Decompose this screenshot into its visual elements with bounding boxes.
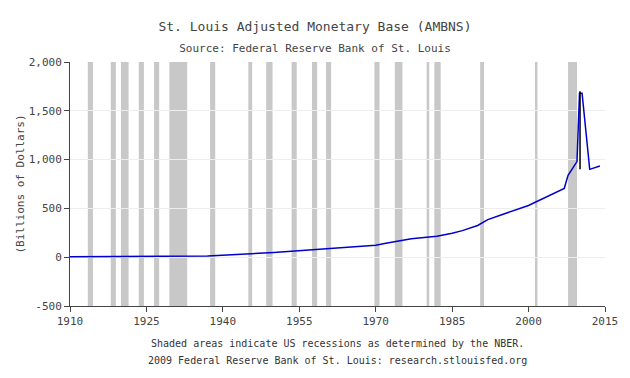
svg-text:2,000: 2,000 — [29, 56, 62, 69]
svg-text:2000: 2000 — [515, 315, 542, 328]
svg-text:Source: Federal Reserve Bank o: Source: Federal Reserve Bank of St. Loui… — [179, 42, 451, 55]
svg-text:1940: 1940 — [210, 315, 237, 328]
svg-text:1985: 1985 — [439, 315, 466, 328]
svg-text:1910: 1910 — [57, 315, 84, 328]
svg-text:1,000: 1,000 — [29, 153, 62, 166]
svg-text:1925: 1925 — [133, 315, 160, 328]
svg-text:Shaded areas indicate US reces: Shaded areas indicate US recessions as d… — [151, 338, 524, 349]
svg-text:-500: -500 — [35, 300, 62, 313]
svg-text:2015: 2015 — [592, 315, 619, 328]
svg-text:1955: 1955 — [286, 315, 313, 328]
svg-text:500: 500 — [42, 202, 62, 215]
svg-text:(Billions of Dollars): (Billions of Dollars) — [14, 114, 27, 253]
svg-text:St. Louis Adjusted Monetary Ba: St. Louis Adjusted Monetary Base (AMBNS) — [158, 19, 471, 34]
svg-text:1970: 1970 — [362, 315, 389, 328]
svg-text:2009 Federal Reserve Bank of S: 2009 Federal Reserve Bank of St. Louis: … — [148, 355, 527, 366]
svg-text:1,500: 1,500 — [29, 105, 62, 118]
svg-text:0: 0 — [55, 251, 62, 264]
